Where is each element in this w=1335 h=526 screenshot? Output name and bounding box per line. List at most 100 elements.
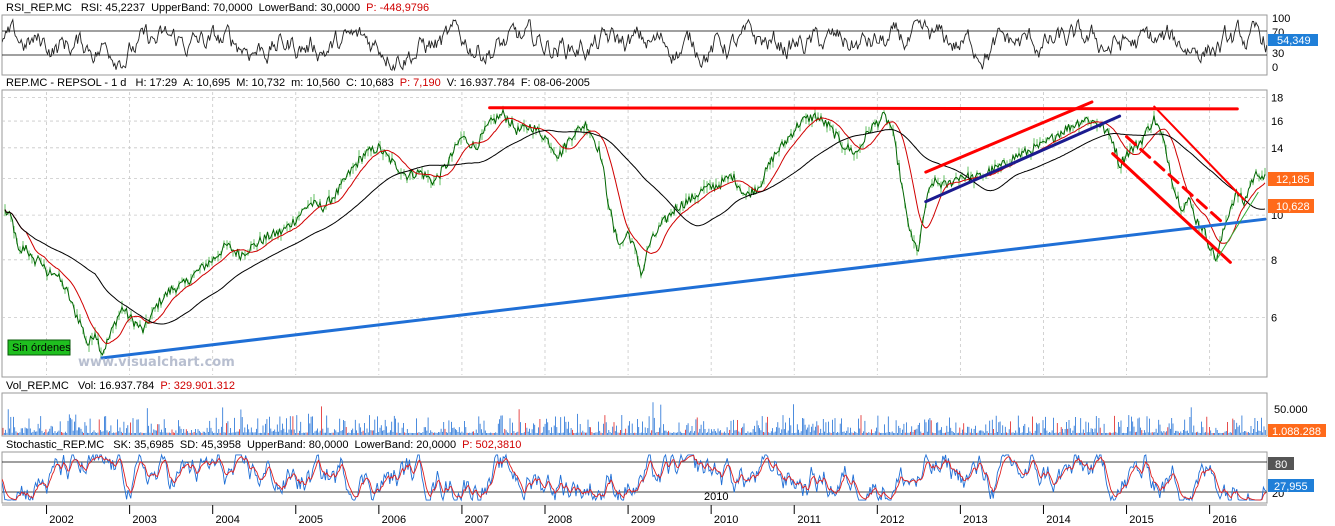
rsi-fields: RSI: 45,2237 UpperBand: 70,0000 LowerBand:… bbox=[81, 2, 429, 14]
rsi-tick-30: 30 bbox=[1272, 48, 1284, 60]
rsi-name: RSI_REP.MC bbox=[6, 2, 72, 14]
price-field: A: 10,695 bbox=[183, 77, 230, 89]
price-field: m: 10,560 bbox=[291, 77, 340, 89]
date-axis-label: 2014 bbox=[1046, 514, 1070, 526]
rsi-series bbox=[2, 18, 1267, 72]
volume-field: Vol: 16.937.784 bbox=[78, 380, 154, 392]
price-badge-bottom-bg bbox=[1268, 199, 1314, 213]
price-tick-label: 14 bbox=[1271, 143, 1283, 155]
stochastic-field: SK: 35,6985 bbox=[113, 439, 174, 451]
ma-fast-line bbox=[4, 117, 1266, 344]
rsi-value-badge-bg bbox=[1268, 34, 1318, 46]
date-axis-label: 2005 bbox=[299, 514, 323, 526]
price-panel: REP.MC - REPSOL - 1 d H: 17:29 A: 10,695 M… bbox=[1, 77, 1314, 378]
rsi-value-badge: 54,349 bbox=[1277, 35, 1311, 47]
stochastic-field: P: 502,3810 bbox=[462, 439, 521, 451]
date-axis: 2002 2003 2004 2005 2006 2007 2008 2009 2010 2011… bbox=[2, 504, 1267, 526]
trendlines bbox=[100, 100, 1267, 360]
price-field: M: 10,732 bbox=[236, 77, 285, 89]
trendline-channel-up-bottom bbox=[924, 114, 1122, 204]
stochastic-badge-80-bg bbox=[1268, 457, 1294, 470]
price-badge-bottom: 10,628 bbox=[1276, 201, 1310, 213]
date-axis-label: 2015 bbox=[1129, 514, 1153, 526]
trendline-channel-up-top bbox=[924, 100, 1094, 174]
watermark: www.visualchart.com bbox=[78, 355, 235, 370]
trendline-channel-down-top bbox=[1153, 105, 1246, 201]
date-axis-label: 2008 bbox=[548, 514, 572, 526]
stochastic-tick-80: 80 bbox=[1275, 459, 1287, 471]
volume-panel: Vol_REP.MC Vol: 16.937.784 P: 329.901.312… bbox=[1, 380, 1326, 438]
price-tick-label: 8 bbox=[1271, 255, 1277, 267]
price-title: REP.MC - REPSOL - 1 d bbox=[6, 77, 126, 89]
orders-badge-bg bbox=[7, 339, 71, 356]
date-axis-label: 2016 bbox=[1212, 514, 1236, 526]
volume-tick: 50.000 bbox=[1274, 404, 1308, 416]
price-badge-top: 12,185 bbox=[1276, 174, 1310, 186]
rsi-field: RSI: 45,2237 bbox=[81, 2, 145, 14]
price-field: F: 08-06-2005 bbox=[521, 77, 590, 89]
date-axis-label: 2011 bbox=[797, 514, 821, 526]
volume-badge-bg bbox=[1268, 424, 1326, 437]
date-axis-label: 2007 bbox=[465, 514, 489, 526]
price-tick-label: 18 bbox=[1271, 92, 1283, 104]
date-axis-label: 2012 bbox=[880, 514, 904, 526]
date-axis-label: 2006 bbox=[382, 514, 406, 526]
trendline-resistance-red bbox=[488, 106, 1239, 111]
rsi-field: LowerBand: 30,0000 bbox=[259, 2, 361, 14]
orders-label: Sin órdenes bbox=[12, 342, 71, 354]
price-tick-label: 6 bbox=[1271, 312, 1277, 324]
stochastic-panel: Stochastic_REP.MC SK: 35,6985 SD: 45,3958… bbox=[1, 439, 1314, 504]
trendline-support-blue bbox=[100, 217, 1267, 360]
stochastic-series bbox=[2, 453, 1267, 502]
trendline-channel-down-bottom bbox=[1111, 152, 1232, 264]
stochastic-badge-bg bbox=[1268, 479, 1314, 492]
rsi-field: P: -448,9796 bbox=[366, 2, 429, 14]
stochastic-badge: 27,955 bbox=[1274, 481, 1308, 493]
stochastic-sk-line bbox=[2, 453, 1267, 502]
price-tick-label: 10 bbox=[1271, 210, 1283, 222]
volume-name: Vol_REP.MC bbox=[6, 380, 69, 392]
rsi-line bbox=[2, 18, 1267, 72]
price-series bbox=[4, 105, 1266, 359]
rsi-tick-100: 100 bbox=[1272, 13, 1290, 25]
stochastic-inner-year: 2010 bbox=[704, 491, 728, 503]
stochastic-field: UpperBand: 80,0000 bbox=[247, 439, 349, 451]
volume-field: P: 329.901.312 bbox=[160, 380, 235, 392]
volume-plot-area bbox=[1, 392, 1268, 437]
price-badge-top-bg bbox=[1268, 172, 1314, 186]
rsi-panel: RSI_REP.MC RSI: 45,2237 UpperBand: 70,000… bbox=[1, 2, 1318, 76]
date-axis-label: 2002 bbox=[49, 514, 73, 526]
volume-header: Vol_REP.MC Vol: 16.937.784 P: 329.901.312 bbox=[6, 380, 235, 392]
price-tick-label: 16 bbox=[1271, 116, 1283, 128]
date-axis-label: 2009 bbox=[631, 514, 655, 526]
volume-badge: 1.088.288 bbox=[1272, 426, 1321, 438]
stochastic-field: LowerBand: 20,0000 bbox=[355, 439, 457, 451]
volume-bars bbox=[2, 402, 1266, 435]
rsi-plot-area bbox=[1, 14, 1268, 76]
trendline-green-rise bbox=[1216, 191, 1259, 261]
price-field: V: 16.937.784 bbox=[447, 77, 515, 89]
price-field: P: 7,190 bbox=[400, 77, 441, 89]
trendline-channel-down-mid bbox=[1125, 135, 1225, 225]
date-axis-label: 2013 bbox=[963, 514, 987, 526]
date-axis-label: 2010 bbox=[714, 514, 738, 526]
stochastic-sd-line bbox=[2, 454, 1267, 501]
stochastic-header: Stochastic_REP.MC SK: 35,6985 SD: 45,3958… bbox=[6, 439, 521, 451]
date-axis-label: 2004 bbox=[215, 514, 239, 526]
ma-slow-line bbox=[4, 129, 1266, 325]
price-field: C: 10,683 bbox=[346, 77, 394, 89]
stochastic-fields: SK: 35,6985 SD: 45,3958 UpperBand: 80,0000… bbox=[113, 439, 521, 451]
rsi-header: RSI_REP.MC RSI: 45,2237 UpperBand: 70,000… bbox=[6, 2, 429, 14]
price-field: H: 17:29 bbox=[136, 77, 178, 89]
stochastic-name: Stochastic_REP.MC bbox=[6, 439, 104, 451]
price-header: REP.MC - REPSOL - 1 d H: 17:29 A: 10,695 M… bbox=[6, 77, 590, 89]
price-fields: H: 17:29 A: 10,695 M: 10,732 m: 10,560 C: 10… bbox=[136, 77, 590, 89]
rsi-field: UpperBand: 70,0000 bbox=[151, 2, 253, 14]
volume-fields: Vol: 16.937.784 P: 329.901.312 bbox=[78, 380, 235, 392]
price-line bbox=[4, 108, 1266, 356]
stochastic-field: SD: 45,3958 bbox=[180, 439, 241, 451]
date-axis-label: 2003 bbox=[132, 514, 156, 526]
rsi-tick-0: 0 bbox=[1272, 62, 1278, 74]
price-plot-area bbox=[1, 89, 1268, 378]
